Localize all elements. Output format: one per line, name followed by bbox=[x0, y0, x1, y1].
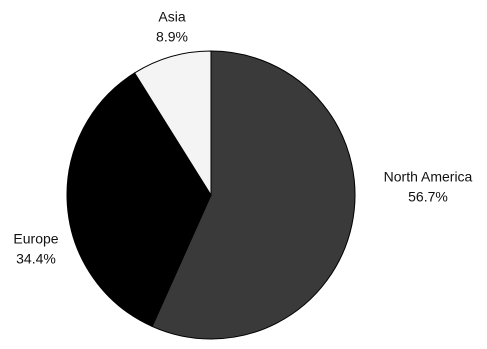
slice-label: Asia bbox=[158, 9, 185, 25]
slice-value-label: 34.4% bbox=[16, 251, 56, 267]
pie-slice bbox=[151, 50, 356, 340]
pie-slice bbox=[133, 50, 212, 197]
slice-value-label: 56.7% bbox=[408, 189, 448, 205]
slice-value-label: 8.9% bbox=[156, 29, 188, 45]
slice-label: Europe bbox=[13, 231, 58, 247]
pie-slice bbox=[66, 72, 212, 328]
slice-label: North America bbox=[384, 169, 473, 185]
